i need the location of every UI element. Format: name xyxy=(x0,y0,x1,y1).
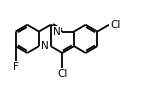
Text: Cl: Cl xyxy=(110,20,120,30)
Text: N: N xyxy=(41,41,49,51)
Text: F: F xyxy=(13,62,19,72)
Text: N: N xyxy=(53,27,60,37)
Text: Cl: Cl xyxy=(57,68,67,78)
